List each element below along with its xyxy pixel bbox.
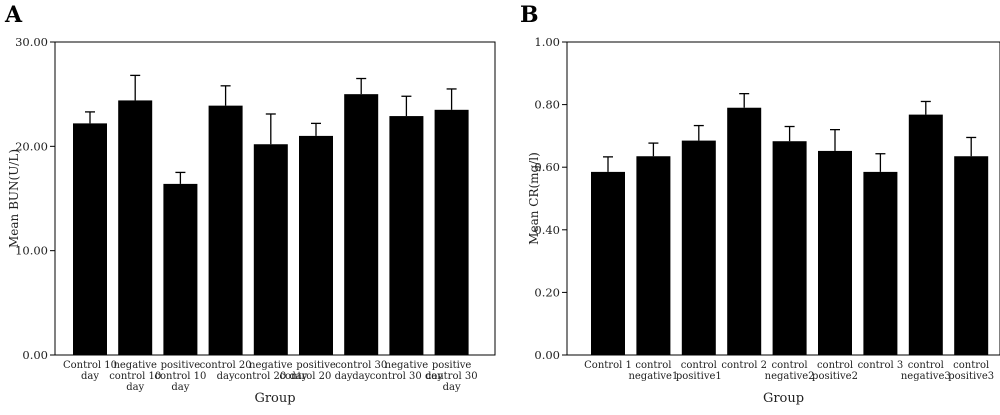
bar [681,140,716,355]
x-tick-label-line: control 20 day [279,371,353,382]
x-tick-label: control positive3 [948,360,994,382]
bar [434,109,469,355]
x-tick-label: positive control 20 day [279,360,353,382]
x-tick-label-line: control [681,360,717,371]
panel-b: B 0.00 0.20 0.40 0.60 0.80 1.00 Mean CR(mg/l) Co… [520,2,1000,406]
x-tick-label-line: control 10 [109,371,161,382]
panel-a: A 0.00 10.00 20.00 30.00 Mean BUN(U/L) Control… [4,2,496,406]
bar [908,114,943,355]
x-tick-label-line: negative1 [628,371,678,382]
x-tick-label-line: control [953,360,989,371]
x-tick-label-line: control [772,360,808,371]
x-tick-label-line: positive2 [812,371,858,382]
x-tick-label: Control 1 [584,360,632,371]
x-axis-title: Group [254,391,295,406]
bar [772,141,807,355]
x-tick-label: control 3 [858,360,904,371]
x-tick-label-line: control [635,360,671,371]
panel-letter: A [4,2,23,28]
x-tick-label: control 30 day [335,360,387,382]
x-tick-label-line: control 30 [426,371,478,382]
y-tick-label: 0.40 [534,223,560,237]
bar [727,107,762,355]
y-tick-label: 1.00 [534,35,560,49]
x-tick-label: positive control 30 day [426,360,478,393]
x-tick-label-line: negative3 [901,371,951,382]
x-tick-label: control positive1 [676,360,722,382]
y-tick-label: 0.20 [534,285,560,299]
y-axis-title: Mean CR(mg/l) [527,152,541,245]
bar [253,144,288,355]
x-tick-label-line: positive [296,360,336,371]
x-tick-label: negative control 20 day [234,360,308,382]
x-tick-label-line: negative [249,360,293,371]
x-tick-label-line: control 30 day [370,371,444,382]
x-tick-label-line: Control 1 [584,360,632,371]
panel-letter: B [520,2,539,28]
y-tick-label: 0.80 [534,98,560,112]
bar [818,150,852,355]
bar [954,156,989,355]
bar [636,156,671,355]
x-tick-label-line: positive1 [676,371,722,382]
bar [863,171,898,355]
x-tick-label-line: control 10 [154,371,206,382]
x-tick-label-line: control 2 [721,360,767,371]
y-tick-label: 30.00 [15,35,48,49]
y-tick-label: 0.60 [534,160,560,174]
x-tick-label-line: day [171,382,189,393]
x-tick-label-line: positive [432,360,472,371]
bar [163,183,198,355]
x-tick-label: control positive2 [812,360,858,382]
x-axis-title: Group [763,391,804,406]
x-tick-label-line: control [817,360,853,371]
x-tick-label-line: control 20 [200,360,252,371]
bar [344,94,379,356]
x-tick-label: Control 10 day [63,360,117,382]
bar [299,135,333,355]
x-tick-label: negative control 10 day [109,360,161,393]
x-tick-label-line: control 3 [858,360,904,371]
x-tick-label-line: day [217,371,235,382]
x-tick-label: control negative2 [765,360,815,382]
x-tick-label: control 2 [721,360,767,371]
x-tick-label-line: Control 10 [63,360,117,371]
x-tick-label-line: negative [113,360,157,371]
bar [73,123,107,355]
x-tick-label-line: day [81,371,99,382]
x-tick-label-line: day [126,382,144,393]
x-tick-label: negative control 30 day [370,360,444,382]
bar [208,105,243,355]
x-tick-label-line: positive3 [948,371,994,382]
x-tick-label-line: negative [385,360,429,371]
y-tick-label: 10.00 [15,244,48,258]
y-tick-label: 20.00 [15,139,48,153]
y-axis-title: Mean BUN(U/L) [7,149,21,248]
y-tick-label: 0.00 [22,348,48,362]
x-tick-label-line: positive [161,360,201,371]
x-tick-label: control negative1 [628,360,678,382]
x-tick-label-line: negative2 [765,371,815,382]
bar [591,171,625,355]
x-tick-label-line: control 30 [335,360,387,371]
bar [118,100,153,355]
x-tick-label-line: control 20 day [234,371,308,382]
y-tick-label: 0.00 [534,348,560,362]
x-tick-label: control negative3 [901,360,951,382]
x-tick-label: positive control 10 day [154,360,206,393]
x-tick-label: control 20 day [200,360,252,382]
bar [389,116,424,356]
x-tick-label-line: day [443,382,461,393]
x-tick-label-line: day [352,371,370,382]
x-tick-label-line: control [908,360,944,371]
